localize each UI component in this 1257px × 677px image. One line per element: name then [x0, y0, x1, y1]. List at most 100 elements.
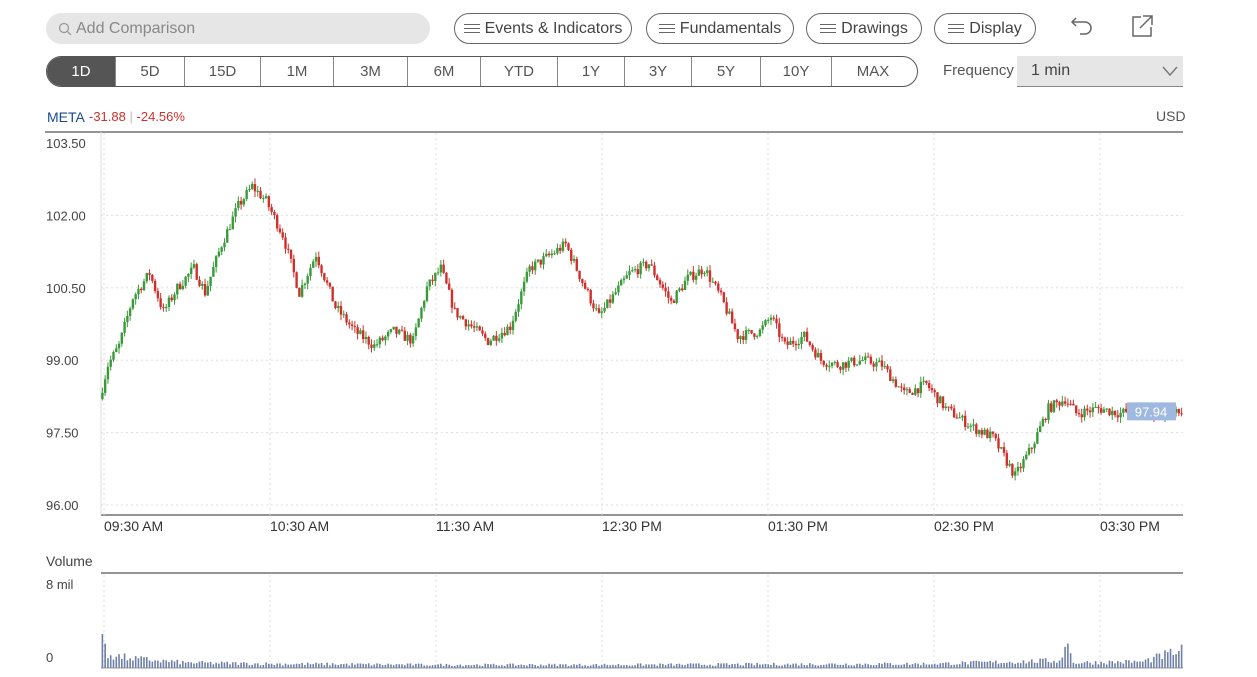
- candle-body: [669, 297, 673, 301]
- volume-bar: [107, 658, 109, 668]
- range-5y[interactable]: 5Y: [691, 57, 760, 86]
- frequency-label: Frequency: [943, 62, 1014, 79]
- candle-body: [500, 332, 504, 339]
- range-5d[interactable]: 5D: [115, 57, 184, 86]
- candle-body: [667, 291, 670, 298]
- candle-body: [103, 379, 107, 393]
- candle-body: [192, 264, 196, 268]
- volume-bar: [809, 663, 811, 668]
- candle-body: [445, 272, 448, 284]
- comparison-search[interactable]: Add Comparison: [46, 13, 430, 44]
- volume-bar: [334, 664, 337, 668]
- popout-button[interactable]: [1126, 10, 1158, 42]
- candle-body: [1102, 409, 1106, 413]
- volume-bar: [889, 663, 892, 668]
- volume-bar: [756, 662, 758, 668]
- fundamentals-button[interactable]: Fundamentals: [646, 13, 794, 44]
- change-percent: -24.56%: [136, 109, 185, 124]
- volume-bar: [711, 665, 714, 668]
- volume-bar: [767, 664, 770, 668]
- drawings-button[interactable]: Drawings: [806, 13, 922, 44]
- range-1y[interactable]: 1Y: [557, 57, 624, 86]
- range-15d[interactable]: 15D: [184, 57, 260, 86]
- volume-bar: [939, 663, 942, 668]
- candle-body: [389, 329, 393, 332]
- volume-bar: [1122, 663, 1125, 668]
- volume-bar: [431, 665, 434, 668]
- candle-body: [578, 270, 581, 280]
- candle-body: [398, 329, 401, 334]
- volume-bar: [182, 660, 184, 668]
- volume-bar: [612, 664, 614, 668]
- range-6m[interactable]: 6M: [407, 57, 480, 86]
- volume-bar: [753, 665, 756, 668]
- candle-body: [642, 261, 645, 263]
- volume-bar: [420, 663, 423, 668]
- candle-body: [1058, 402, 1061, 406]
- candle-body: [289, 249, 293, 259]
- candle-body: [1119, 412, 1122, 418]
- volume-bar: [972, 660, 975, 668]
- candle-body: [517, 304, 520, 312]
- candle-body: [836, 362, 839, 368]
- candle-body: [275, 215, 279, 229]
- range-3y[interactable]: 3Y: [624, 57, 691, 86]
- volume-bar: [306, 662, 309, 668]
- volume-bar: [997, 663, 1000, 668]
- candle-body: [930, 388, 934, 391]
- range-1d[interactable]: 1D: [47, 57, 115, 86]
- candle-body: [661, 284, 665, 288]
- volume-bar: [1089, 662, 1091, 668]
- volume-bar: [564, 664, 567, 668]
- volume-bar: [739, 665, 742, 668]
- candle-body: [414, 327, 418, 337]
- volume-bar: [398, 664, 401, 668]
- volume-bar: [917, 663, 919, 668]
- volume-bar: [603, 663, 606, 668]
- volume-bar: [207, 662, 209, 668]
- range-max[interactable]: MAX: [831, 57, 914, 86]
- candle-body: [1061, 401, 1064, 406]
- candles: [101, 178, 1183, 481]
- candle-body: [167, 297, 171, 307]
- display-button[interactable]: Display: [934, 13, 1036, 44]
- volume-bar: [326, 662, 328, 668]
- volume-bar: [123, 653, 126, 668]
- candle-body: [386, 331, 390, 337]
- candle-body: [1063, 401, 1067, 404]
- candle-body: [908, 389, 911, 393]
- candle-body: [497, 338, 501, 341]
- volume-bar: [478, 665, 481, 668]
- range-3m[interactable]: 3M: [333, 57, 407, 86]
- range-1m[interactable]: 1M: [260, 57, 333, 86]
- candle-body: [442, 264, 445, 273]
- range-10y[interactable]: 10Y: [760, 57, 831, 86]
- volume-bar: [822, 664, 825, 668]
- volume-bar: [359, 663, 362, 668]
- volume-bar: [140, 656, 143, 668]
- frequency-select[interactable]: 1 min: [1017, 56, 1183, 87]
- candle-body: [234, 208, 237, 217]
- range-ytd[interactable]: YTD: [480, 57, 557, 86]
- events-indicators-button[interactable]: Events & Indicators: [454, 13, 632, 44]
- candle-body: [317, 256, 320, 266]
- candle-body: [681, 288, 684, 291]
- volume-bar: [883, 662, 886, 668]
- volume-bar: [986, 661, 989, 668]
- volume-bar: [467, 665, 470, 668]
- volume-bar: [295, 663, 298, 668]
- menu-lines-icon: [463, 21, 480, 36]
- volume-bar: [315, 662, 317, 668]
- volume-bar: [734, 664, 736, 668]
- volume-bar: [1164, 650, 1166, 668]
- undo-button[interactable]: [1066, 10, 1098, 42]
- volume-bar: [223, 662, 226, 668]
- candle-body: [722, 292, 726, 303]
- candle-body: [878, 360, 881, 363]
- candle-body: [558, 247, 562, 251]
- candle-body: [187, 273, 190, 277]
- volume-bar: [609, 665, 611, 668]
- volume-bar: [317, 663, 320, 668]
- candle-body: [323, 273, 326, 281]
- candle-body: [869, 356, 873, 364]
